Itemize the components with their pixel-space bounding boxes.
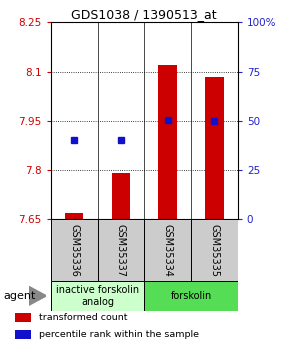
Bar — [144, 219, 191, 281]
Bar — [205, 77, 224, 219]
Text: inactive forskolin
analog: inactive forskolin analog — [56, 285, 139, 307]
Text: forskolin: forskolin — [171, 291, 212, 301]
Text: GSM35335: GSM35335 — [209, 224, 220, 277]
Bar — [144, 281, 238, 310]
Polygon shape — [29, 286, 46, 305]
Bar — [112, 173, 130, 219]
Text: GSM35337: GSM35337 — [116, 224, 126, 277]
Text: GSM35336: GSM35336 — [69, 224, 79, 277]
Text: agent: agent — [3, 291, 35, 301]
Bar — [51, 219, 97, 281]
Text: GSM35334: GSM35334 — [163, 224, 173, 277]
Text: transformed count: transformed count — [39, 313, 127, 322]
Bar — [65, 213, 84, 219]
Text: percentile rank within the sample: percentile rank within the sample — [39, 330, 199, 339]
Title: GDS1038 / 1390513_at: GDS1038 / 1390513_at — [71, 8, 217, 21]
Bar — [51, 281, 144, 310]
Bar — [97, 219, 144, 281]
Bar — [14, 313, 30, 322]
Bar — [191, 219, 238, 281]
Bar — [14, 331, 30, 339]
Bar — [158, 65, 177, 219]
